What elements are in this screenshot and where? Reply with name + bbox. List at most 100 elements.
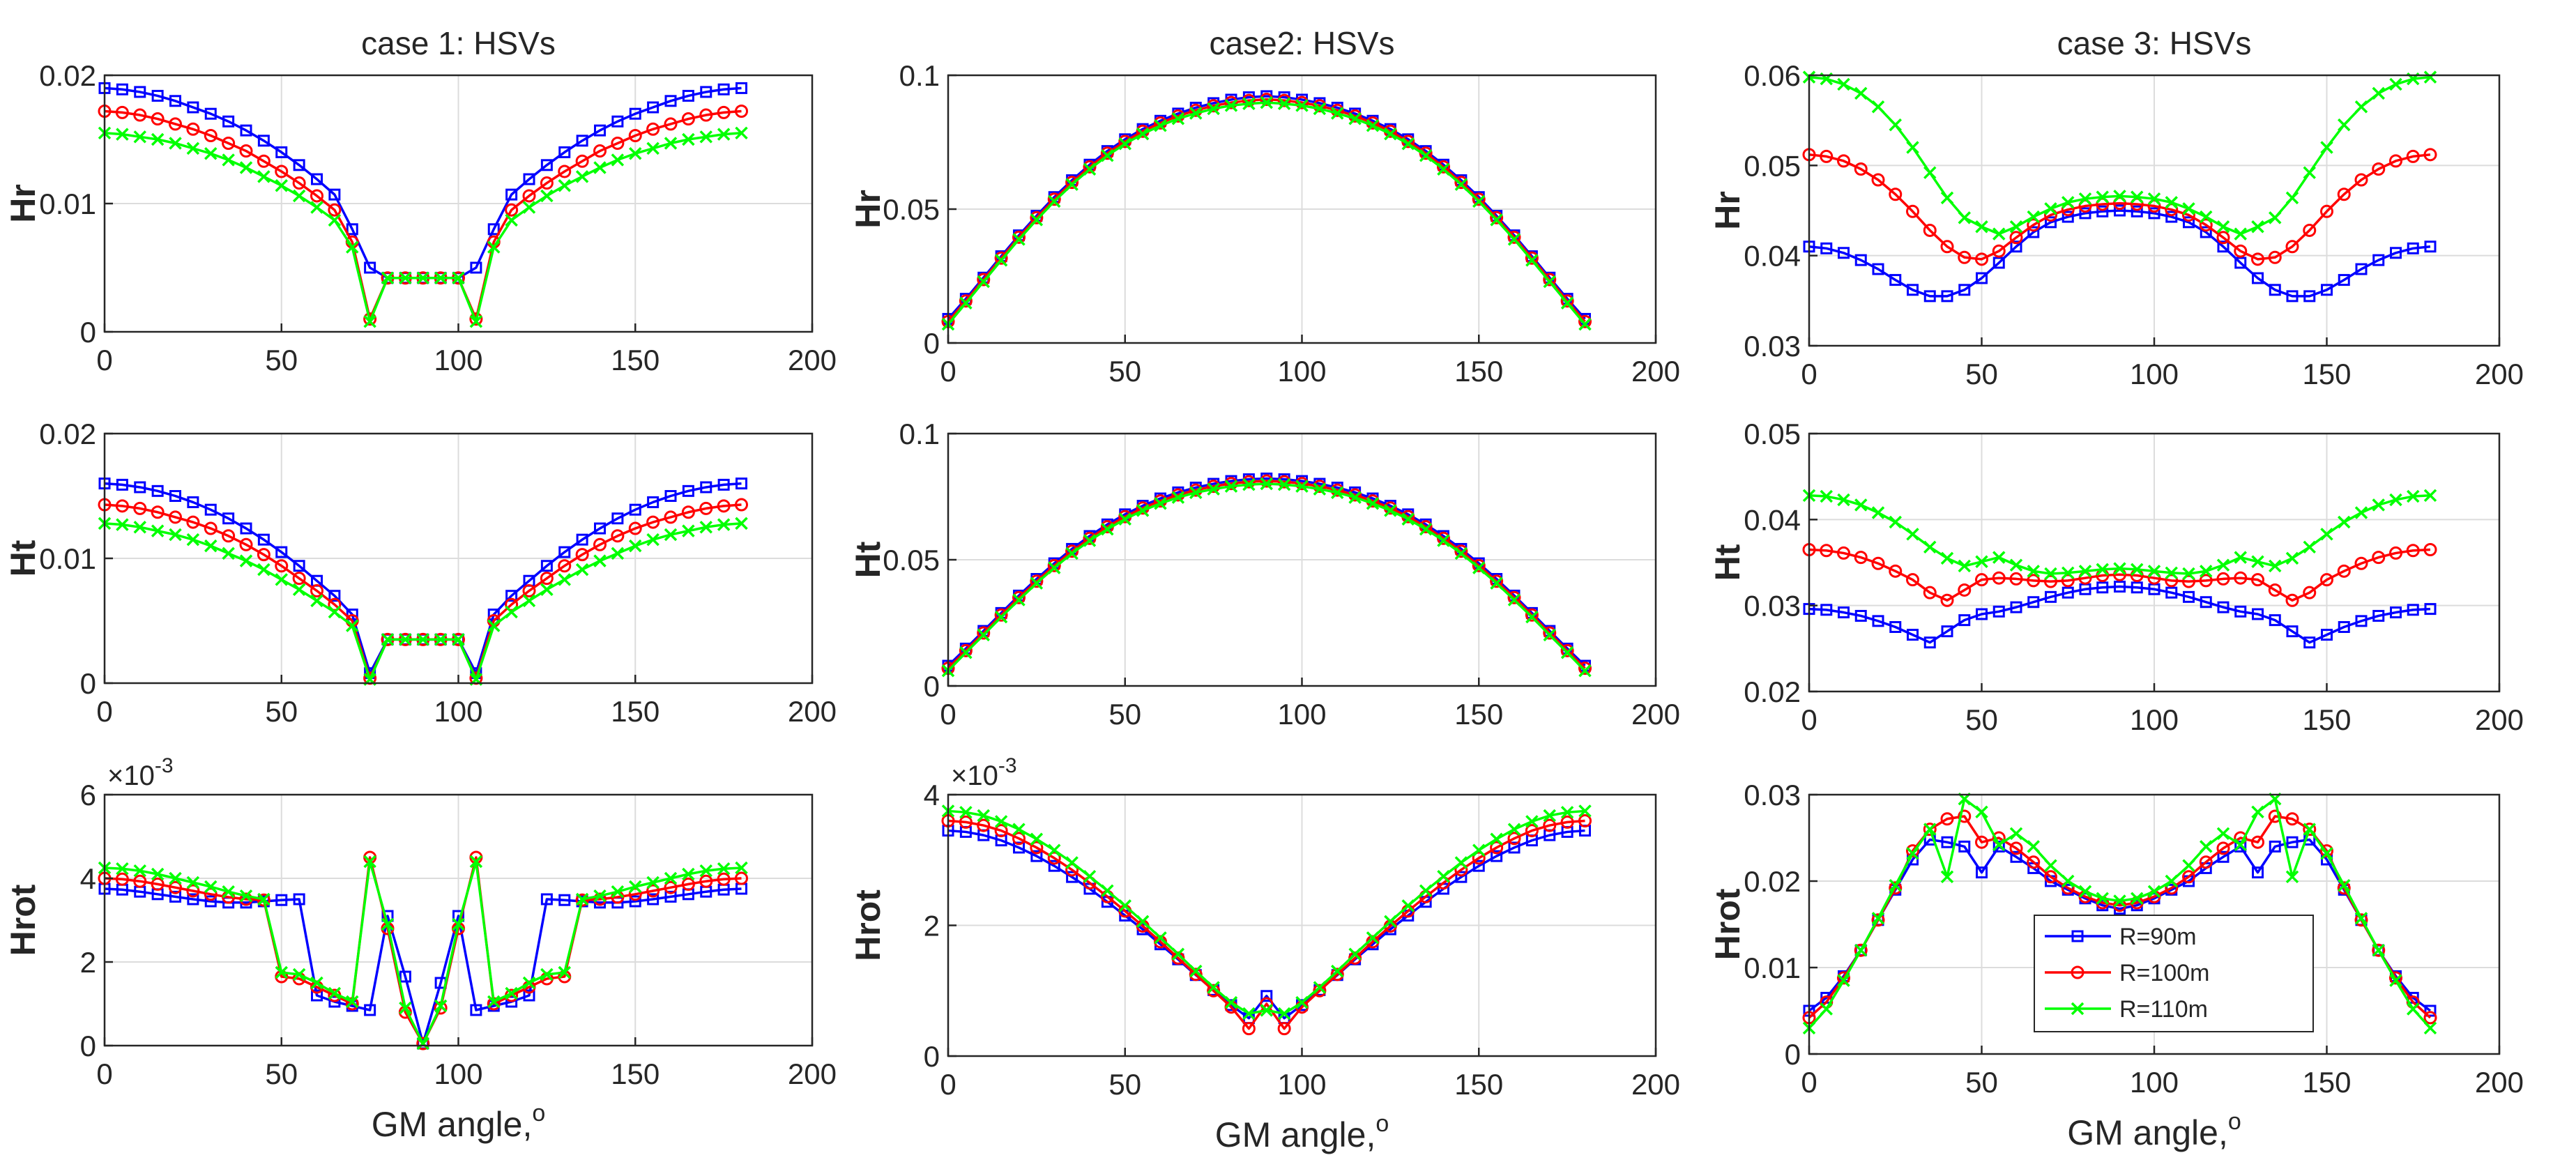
x-tick-label: 100	[1277, 698, 1326, 731]
marker-p6-s3-23	[2182, 567, 2195, 581]
marker-p6-s1-10	[1958, 614, 1971, 627]
marker-p6-s3-13	[2009, 558, 2023, 572]
marker-p2-s3-23	[1331, 107, 1344, 120]
panel-1: 0 50 100 150 200 0 0.01 0.02 Hr case 1: HSVs	[3, 25, 837, 376]
marker-p7-s3-23	[487, 995, 501, 1009]
marker-p8-s1-5	[1013, 841, 1025, 854]
marker-p3-s1-36	[2407, 242, 2419, 254]
marker-p7-s3-28	[575, 892, 589, 906]
marker-p3-s3-20	[2131, 190, 2144, 204]
marker-p9-s3-15	[2044, 859, 2057, 872]
marker-p5-s2-30	[1454, 544, 1468, 558]
marker-p1-s1-30	[611, 115, 624, 128]
marker-p2-s2-34	[1525, 251, 1539, 265]
marker-p2-s3-17	[1224, 99, 1238, 112]
marker-p9-s2-7	[1906, 844, 1919, 858]
marker-p4-s3-36	[717, 518, 731, 531]
marker-p5-s3-13	[1154, 497, 1167, 510]
marker-p7-s3-31	[629, 880, 642, 894]
marker-p6-s1-11	[1976, 608, 1988, 620]
marker-p8-s2-34	[1525, 824, 1539, 838]
marker-p1-s2-10	[257, 154, 270, 168]
x-tick-label: 200	[788, 1057, 837, 1090]
marker-p7-s3-10	[257, 892, 270, 906]
marker-p5-s2-19	[1260, 474, 1274, 488]
marker-p8-s3-7	[1048, 843, 1061, 857]
marker-p2-s3-28	[1419, 148, 1433, 162]
marker-p3-s3-15	[2044, 202, 2057, 215]
marker-p4-s2-9	[239, 537, 253, 551]
marker-p8-s1-7	[1048, 859, 1060, 872]
marker-p5-s3-18	[1242, 477, 1256, 491]
y-axis-label: Ht	[848, 541, 887, 578]
marker-p7-s2-3	[133, 874, 147, 888]
y-tick-label: 0	[924, 1040, 940, 1073]
marker-p1-s1-25	[523, 173, 535, 185]
exponent-base: ×10	[951, 761, 998, 791]
marker-p9-s1-26	[2234, 840, 2247, 853]
panel-3: 0 50 100 150 200 0.03 0.04 0.05 0.06 Hr case 3: HS…	[1708, 25, 2524, 390]
marker-p2-s2-16	[1207, 99, 1221, 113]
marker-p5-s3-37	[1578, 664, 1592, 678]
marker-p6-s1-2	[1820, 604, 1833, 616]
marker-p3-s3-21	[2147, 192, 2161, 206]
marker-p4-s3-6	[186, 533, 200, 547]
marker-p2-s2-29	[1437, 160, 1450, 174]
marker-p5-s2-33	[1507, 590, 1521, 604]
marker-p2-s2-32	[1490, 211, 1504, 224]
marker-p4-s2-37	[735, 498, 748, 512]
marker-p3-s1-30	[2303, 290, 2316, 303]
marker-p4-s2-25	[522, 584, 536, 598]
marker-p2-s3-12	[1136, 127, 1150, 141]
marker-p1-s3-11	[275, 179, 288, 192]
marker-p4-s2-7	[204, 521, 218, 535]
panel-6: 0 50 100 150 200 0.02 0.03 0.04 0.05 Ht	[1708, 418, 2524, 736]
marker-p1-s1-31	[629, 107, 641, 120]
marker-p1-s3-9	[239, 161, 253, 174]
marker-p2-s3-34	[1525, 254, 1539, 267]
x-tick-label: 0	[96, 344, 112, 376]
marker-p5-s3-29	[1437, 534, 1450, 547]
marker-p3-s2-13	[2009, 231, 2023, 245]
marker-p1-s1-22	[470, 261, 482, 274]
marker-p4-s1-9	[240, 522, 252, 535]
marker-p9-s1-11	[1976, 866, 1988, 879]
marker-p9-s3-13	[2009, 827, 2023, 841]
marker-p7-s2-28	[575, 893, 589, 907]
marker-p3-s2-6	[1889, 188, 1903, 201]
marker-p6-s2-32	[2337, 564, 2351, 578]
marker-p8-s2-31	[1472, 851, 1486, 865]
marker-p6-s3-12	[1992, 551, 2006, 564]
marker-p1-s2-28	[575, 154, 589, 168]
marker-p7-s3-33	[664, 871, 678, 885]
x-axis-label: GM angle,o	[2067, 1108, 2241, 1152]
marker-p7-s2-31	[628, 887, 642, 901]
marker-p3-s3-6	[1889, 118, 1902, 132]
y-tick-label: 0.02	[1744, 865, 1801, 898]
marker-p3-s1-15	[2045, 216, 2057, 229]
y-tick-label: 4	[924, 779, 940, 811]
marker-p2-s3-37	[1578, 317, 1592, 331]
marker-p9-s2-3	[1837, 971, 1850, 985]
marker-p8-s3-21	[1295, 995, 1309, 1009]
marker-p2-s2-23	[1330, 103, 1344, 117]
marker-p7-s1-25	[523, 989, 535, 1002]
marker-p1-s3-8	[222, 153, 235, 167]
marker-p8-s2-6	[1030, 841, 1044, 855]
marker-p8-s3-32	[1490, 832, 1503, 846]
marker-p6-s3-14	[2027, 565, 2040, 578]
marker-p9-s3-19	[2113, 894, 2126, 908]
marker-p9-s3-35	[2389, 974, 2402, 987]
marker-p5-s3-27	[1401, 512, 1415, 526]
marker-p7-s3-19	[416, 1037, 429, 1050]
marker-p7-s3-4	[151, 867, 165, 881]
marker-p7-s1-27	[558, 894, 571, 906]
marker-p4-s3-12	[292, 583, 306, 596]
series-line-1	[947, 477, 1586, 667]
marker-p6-s2-34	[2372, 551, 2386, 565]
marker-p5-s3-33	[1507, 593, 1521, 606]
marker-p7-s3-3	[133, 864, 146, 878]
x-tick-label: 150	[1454, 698, 1503, 731]
marker-p2-s3-2	[959, 296, 973, 310]
y-tick-label: 0.05	[1744, 418, 1801, 450]
